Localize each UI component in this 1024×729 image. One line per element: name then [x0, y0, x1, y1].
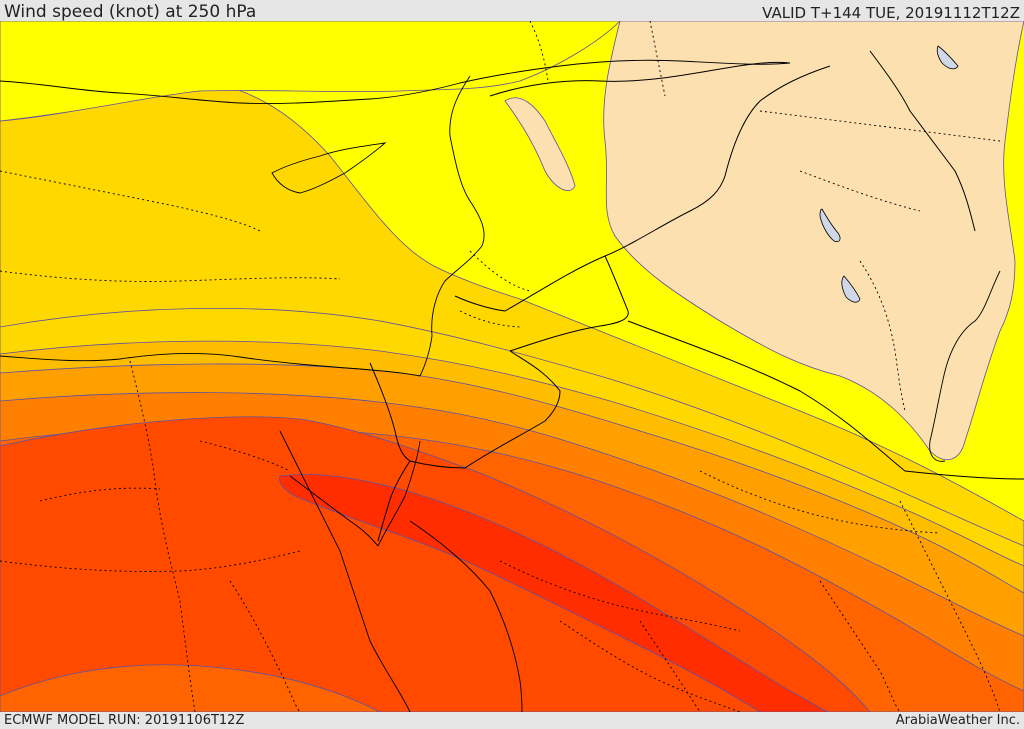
model-run: ECMWF MODEL RUN: 20191106T12Z: [4, 713, 245, 728]
coastline-egypt: [0, 352, 421, 377]
coastline-cyprus: [271, 142, 387, 194]
header-bar: Wind speed (knot) at 250 hPa VALID T+144…: [0, 0, 1024, 22]
coastline-sinai: [289, 440, 421, 547]
coastline-levant: [419, 75, 485, 377]
national-borders: [0, 21, 1001, 712]
coastline-turkey: [0, 59, 791, 104]
band-jet-core: [279, 474, 829, 712]
wind-map-svg: [0, 21, 1024, 712]
lakes: [819, 45, 959, 303]
credit: ArabiaWeather Inc.: [895, 713, 1020, 728]
coastline-persian-gulf: [929, 270, 1001, 462]
coastline-red-sea-west: [279, 430, 411, 712]
wind-map: [0, 21, 1024, 712]
coastline-red-sea-east: [409, 520, 523, 712]
footer-bar: ECMWF MODEL RUN: 20191106T12Z ArabiaWeat…: [0, 712, 1024, 729]
band-peach-syria: [504, 97, 576, 191]
solid-borders: [369, 50, 1024, 542]
band-lower-left: [0, 664, 381, 712]
valid-time: VALID T+144 TUE, 20191112T12Z: [762, 4, 1020, 22]
map-title: Wind speed (knot) at 250 hPa: [4, 2, 257, 22]
